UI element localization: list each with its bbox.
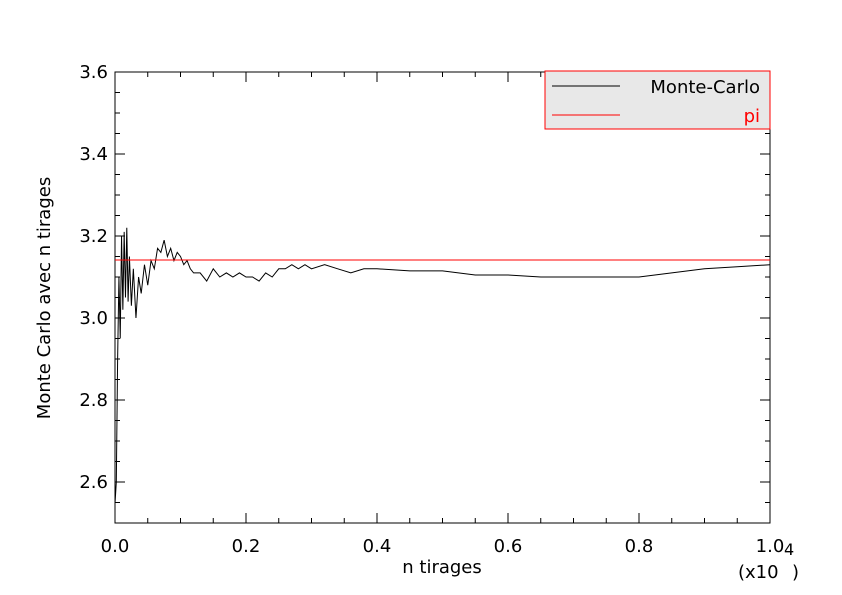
x-scale-note: (x10: [738, 562, 779, 583]
x-axis-label: n tirages: [402, 557, 482, 578]
x-tick-label: 0.8: [625, 536, 654, 557]
x-tick-label: 0.4: [363, 536, 392, 557]
legend-label-pi: pi: [744, 106, 760, 127]
y-tick-label: 2.8: [79, 390, 108, 411]
legend-label-monte-carlo: Monte-Carlo: [650, 77, 760, 98]
y-tick-label: 3.4: [79, 144, 108, 165]
x-tick-label: 0.0: [101, 536, 130, 557]
axes-layer: 0.0 0.2 0.4 0.6 0.8 1.0 2.6 2.8 3.0 3.2 3.4 3.6: [79, 62, 784, 557]
series-line-monte-carlo: [114, 227, 771, 503]
x-scale-exponent: 4: [784, 540, 794, 559]
series-layer: [114, 227, 771, 503]
legend-box: [544, 70, 771, 130]
legend: Monte-Carlo pi: [544, 70, 771, 130]
x-tick-label: 0.6: [494, 536, 523, 557]
y-tick-label: 3.2: [79, 226, 108, 247]
x-tick-label: 0.2: [232, 536, 261, 557]
y-tick-label: 2.6: [79, 472, 108, 493]
y-axis-label: Monte Carlo avec n tirages: [34, 177, 55, 419]
x-scale-close: ): [792, 562, 799, 583]
plot-frame: [114, 71, 771, 524]
y-tick-label: 3.0: [79, 308, 108, 329]
x-tick-label: 1.0: [756, 536, 785, 557]
y-tick-label: 3.6: [79, 62, 108, 83]
